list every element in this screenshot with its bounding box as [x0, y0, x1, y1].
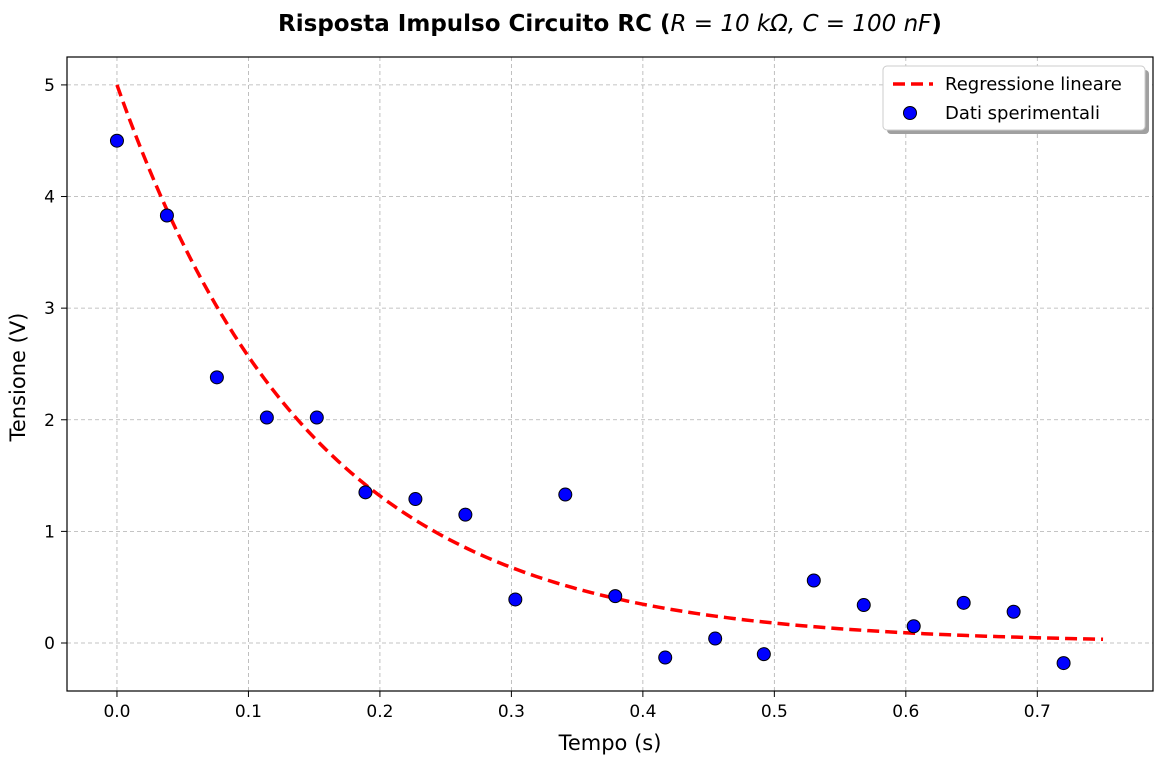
x-tick-label: 0.2	[366, 702, 393, 722]
data-point	[508, 592, 523, 607]
x-tick-label: 0.0	[103, 702, 130, 722]
data-point	[458, 507, 473, 522]
data-point	[159, 208, 174, 223]
data-point	[259, 410, 274, 425]
data-point	[209, 370, 224, 385]
title-prefix: Risposta Impulso Circuito RC (	[278, 11, 670, 37]
legend-box	[882, 65, 1146, 131]
data-point	[309, 410, 324, 425]
data-point	[558, 487, 573, 502]
x-tick-label: 0.7	[1024, 702, 1051, 722]
x-tick-label: 0.5	[761, 702, 788, 722]
data-point	[658, 650, 673, 665]
y-tick-label: 1	[44, 522, 55, 542]
data-point	[109, 133, 124, 148]
chart-title: Risposta Impulso Circuito RC (R = 10 kΩ,…	[278, 11, 942, 37]
data-point	[856, 598, 871, 613]
data-point	[608, 589, 623, 604]
data-point	[806, 573, 821, 588]
data-point	[756, 647, 771, 662]
data-point	[1006, 604, 1021, 619]
curve-layer	[115, 84, 1104, 641]
x-axis-label: Tempo (s)	[558, 731, 662, 755]
y-tick-label: 2	[44, 411, 55, 431]
legend-marker-swatch	[903, 106, 917, 120]
title-math: R = 10 kΩ, C = 100 nF	[670, 11, 932, 37]
legend-entry-regression: Regressione lineare	[945, 74, 1122, 95]
y-axis-label: Tensione (V)	[6, 313, 30, 443]
ticks: 0.0 0.1 0.2 0.3 0.4 0.5 0.6 0.7 0 1 2 3 4 5	[44, 76, 1051, 722]
y-tick-label: 5	[44, 76, 55, 96]
data-point	[358, 485, 373, 500]
data-point	[956, 595, 971, 610]
points-layer	[109, 133, 1071, 671]
x-tick-label: 0.6	[892, 702, 919, 722]
data-point	[408, 492, 423, 507]
legend: Regressione lineare Dati sperimentali	[882, 65, 1149, 134]
data-point	[906, 619, 921, 634]
data-point	[1056, 656, 1071, 671]
x-tick-label: 0.3	[498, 702, 525, 722]
data-point	[708, 631, 723, 646]
x-tick-label: 0.4	[629, 702, 656, 722]
plot-frame	[66, 56, 1154, 692]
title-suffix: )	[931, 11, 942, 37]
legend-entry-data: Dati sperimentali	[945, 103, 1100, 124]
y-tick-label: 3	[44, 299, 55, 319]
y-tick-label: 4	[44, 188, 55, 208]
regression-curve	[115, 84, 1104, 641]
y-tick-label: 0	[44, 634, 55, 654]
x-tick-label: 0.1	[235, 702, 262, 722]
